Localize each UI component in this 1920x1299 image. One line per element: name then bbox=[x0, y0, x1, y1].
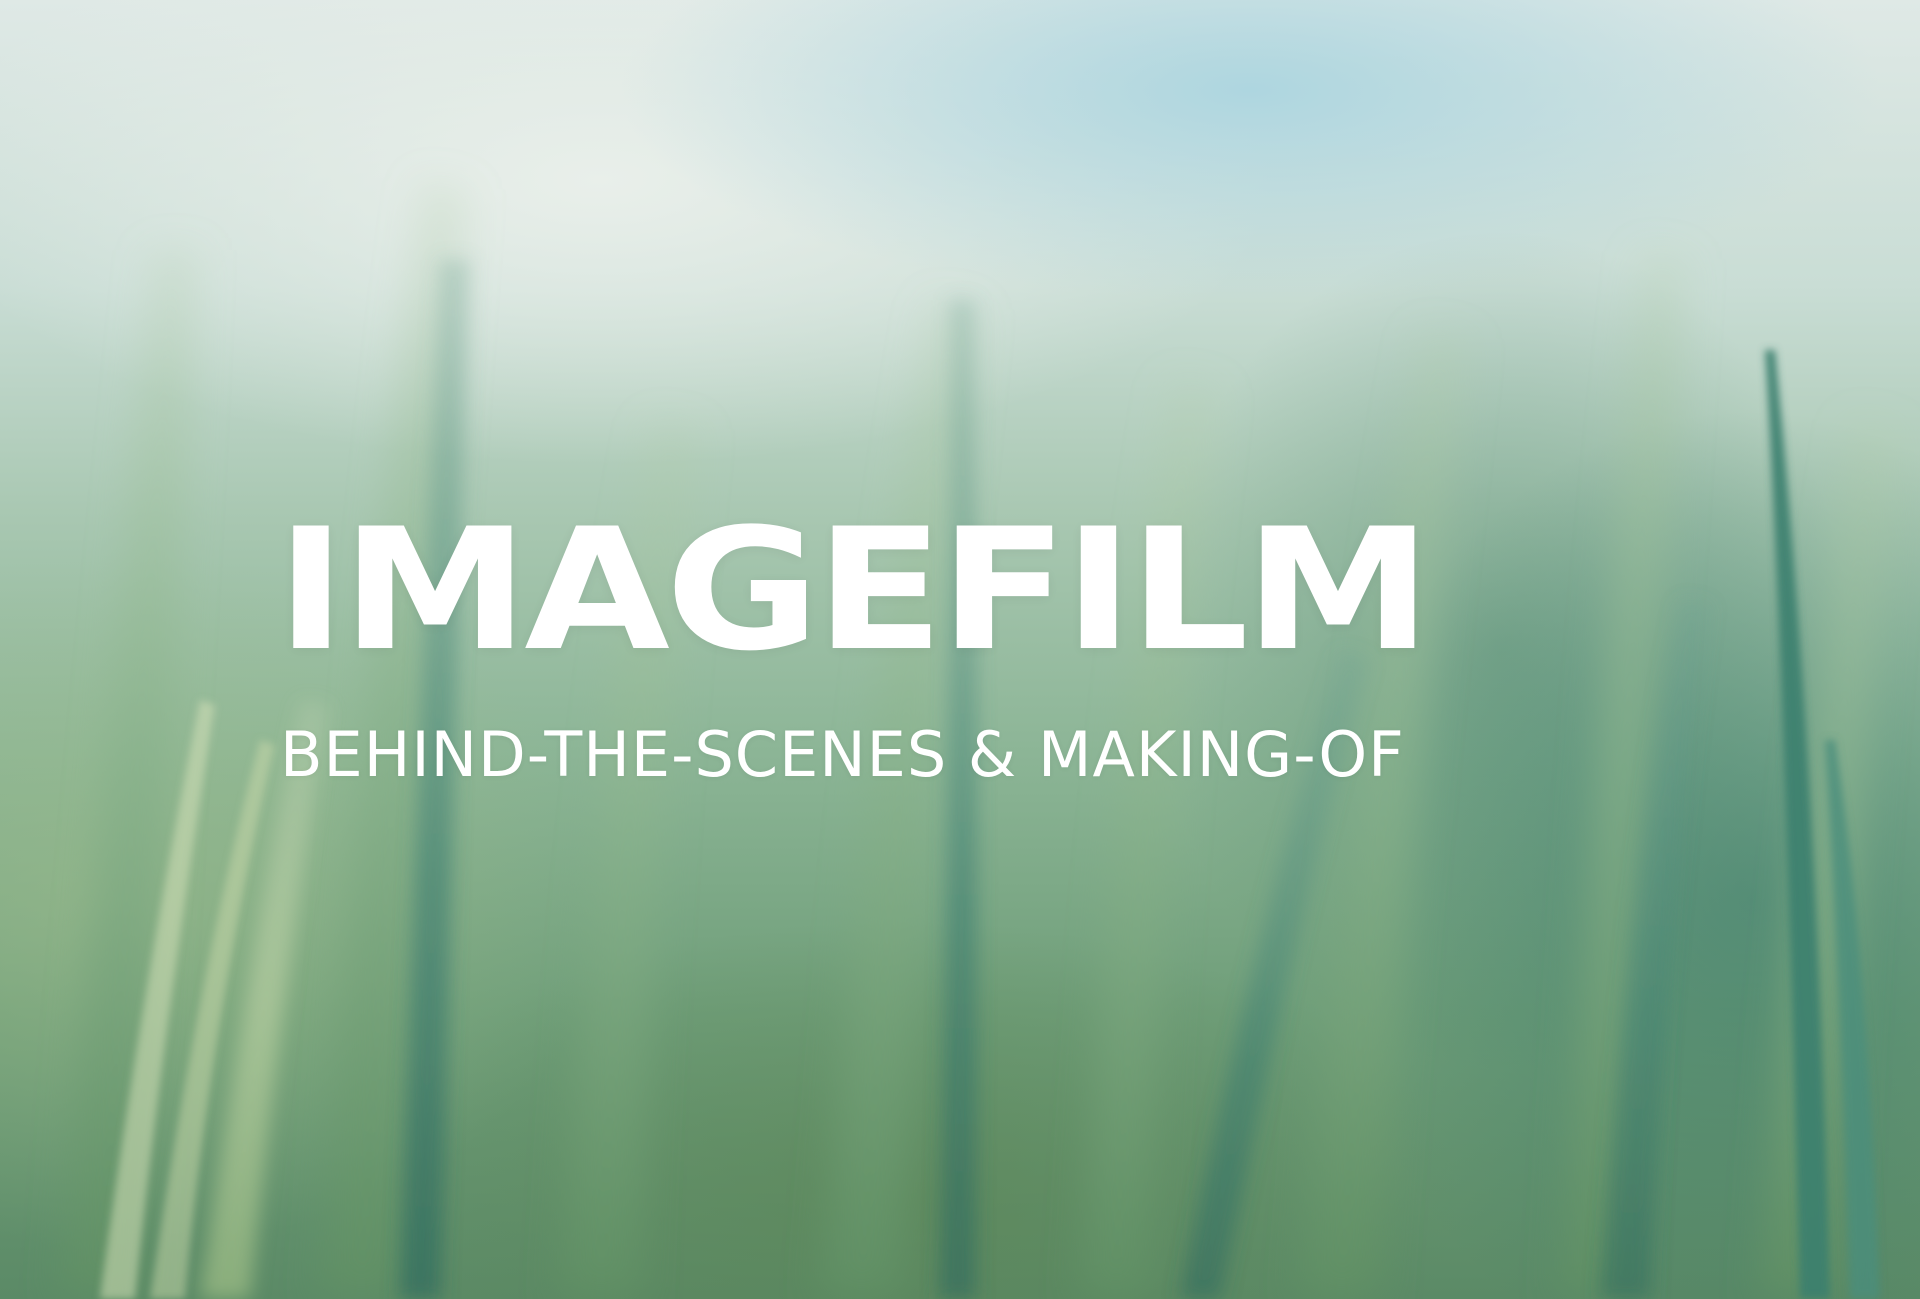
mid-stalks bbox=[200, 260, 1710, 1299]
near-stalks bbox=[100, 350, 1880, 1299]
video-title: IMAGEFILM bbox=[276, 492, 1432, 688]
video-subtitle: BEHIND-THE-SCENES & MAKING-OF bbox=[280, 718, 1405, 791]
